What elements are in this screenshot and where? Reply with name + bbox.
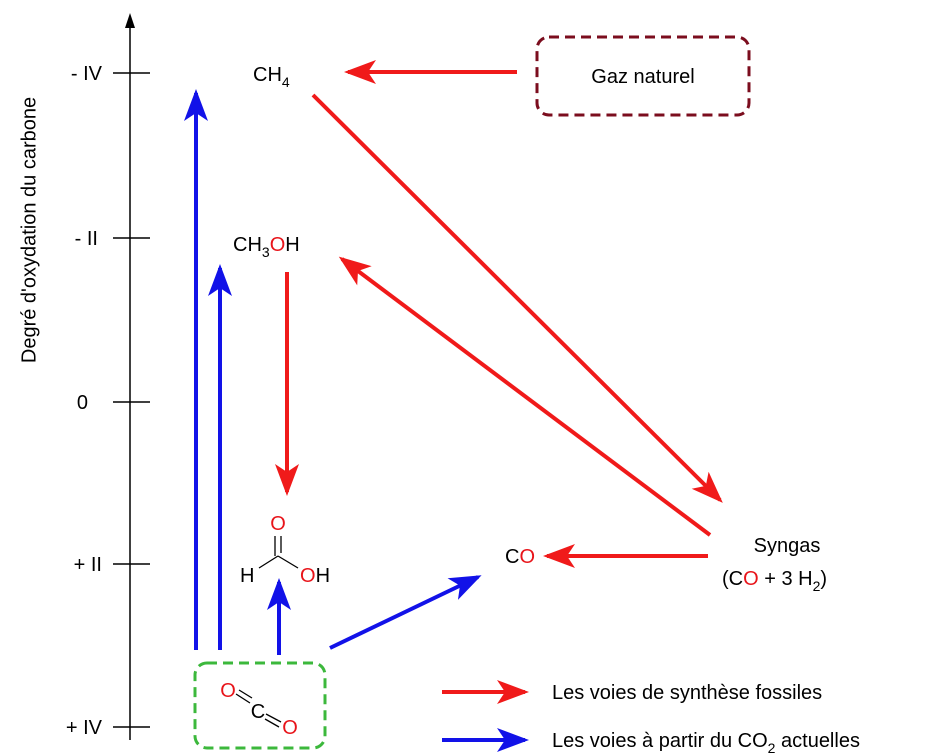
- svg-text:O: O: [270, 513, 286, 535]
- co2-box: [193, 661, 327, 750]
- legend-fossil: Les voies de synthèse fossiles: [552, 682, 822, 704]
- axis-label: Degré d'oxydation du carbone: [18, 97, 40, 363]
- co: CO: [505, 546, 535, 568]
- fossil-arrows: [275, 60, 723, 704]
- natural-gas-box: [535, 35, 751, 117]
- svg-text:O: O: [220, 680, 236, 702]
- svg-text:C: C: [251, 701, 265, 723]
- svg-text:H: H: [240, 565, 254, 587]
- natural-gas: Gaz naturel: [591, 66, 694, 88]
- tick-label: + IV: [66, 717, 103, 739]
- co2-arrows: [184, 89, 529, 752]
- svg-text:Syngas: Syngas: [754, 535, 821, 557]
- tick-label: + II: [74, 554, 102, 576]
- methanol: CH3OH: [233, 234, 300, 260]
- tick-label: 0: [77, 392, 88, 414]
- legend-co2: Les voies à partir du CO2 actuelles: [552, 730, 860, 756]
- svg-text:O: O: [282, 717, 298, 739]
- formic-acid: O H OH: [240, 513, 330, 587]
- tick-label: - II: [75, 228, 98, 250]
- svg-text:OH: OH: [300, 565, 330, 587]
- axis: [113, 13, 150, 740]
- co2: O C O: [220, 680, 298, 739]
- svg-text:(CO + 3 H2): (CO + 3 H2): [722, 568, 827, 594]
- ch4: CH4: [253, 64, 290, 90]
- syngas: Syngas (CO + 3 H2): [722, 535, 827, 594]
- tick-label: - IV: [71, 63, 103, 85]
